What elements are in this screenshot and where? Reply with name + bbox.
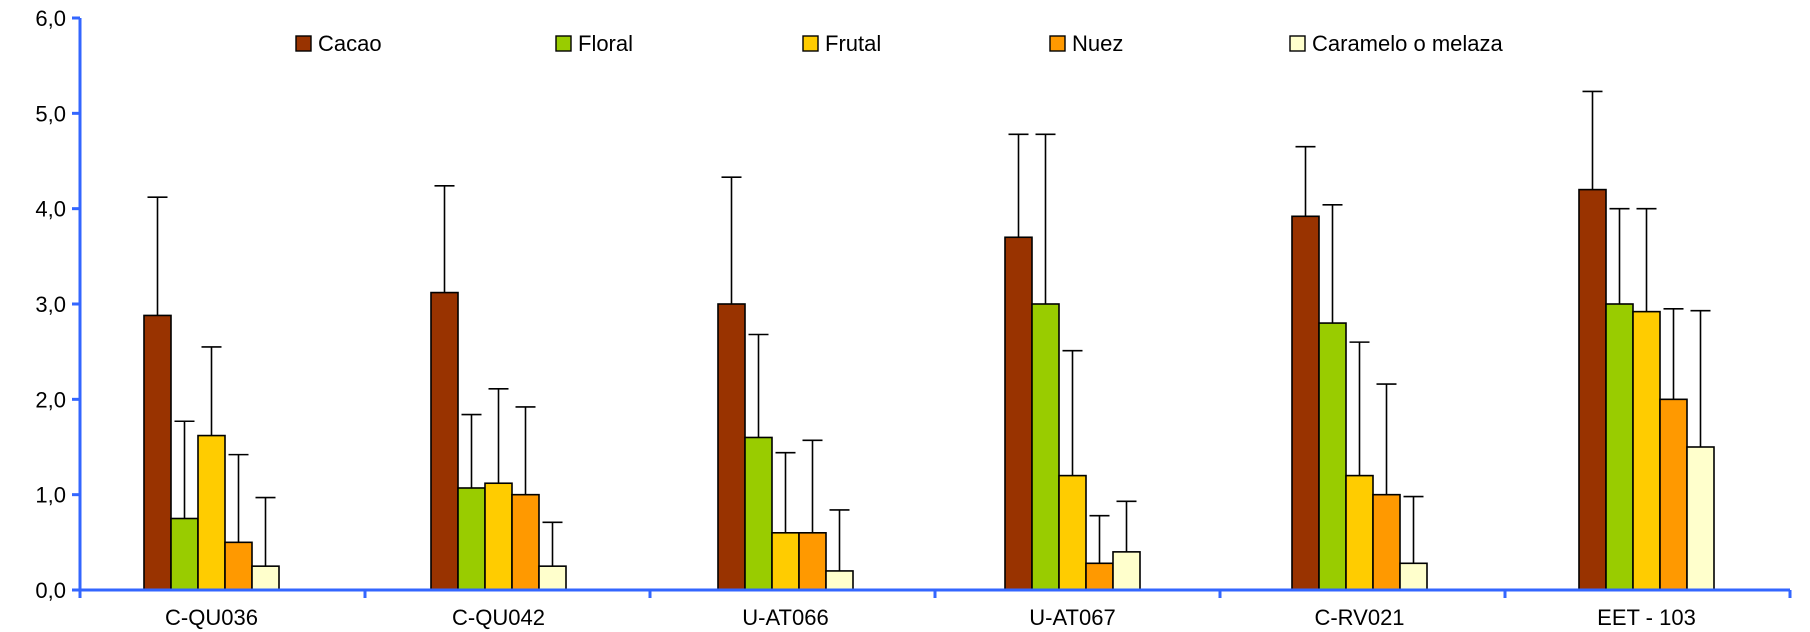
bar-floral-0 (170, 517, 199, 591)
legend-label-nuez: Nuez (1072, 31, 1123, 56)
y-tick-label: 4,0 (35, 197, 66, 222)
y-tick-label: 2,0 (35, 387, 66, 412)
y-tick-label: 3,0 (35, 292, 66, 317)
legend-label-floral: Floral (578, 31, 633, 56)
bar-nuez-5 (1659, 398, 1688, 591)
legend-label-frutal: Frutal (825, 31, 881, 56)
x-tick-label: U-AT066 (742, 605, 828, 630)
axes-layer: 0,0 1,0 2,0 3,0 4,0 5,0 6,0 C-QU036 C-QU042 U-AT0… (35, 6, 1792, 630)
y-tick-label: 6,0 (35, 6, 66, 31)
legend-swatch-nuez (1049, 35, 1066, 52)
legend-swatch-caramelo-o-melaza (1289, 35, 1306, 52)
x-tick-label: U-AT067 (1029, 605, 1115, 630)
bar-caramelo-o-melaza-0 (251, 565, 280, 591)
legend-swatch-floral (555, 35, 572, 52)
x-tick-label: EET - 103 (1597, 605, 1696, 630)
bar-frutal-0 (197, 434, 226, 591)
bar-cacao-5 (1578, 188, 1607, 591)
bar-frutal-1 (484, 482, 513, 591)
y-tick-label: 5,0 (35, 101, 66, 126)
legend-swatch-frutal (802, 35, 819, 52)
bar-floral-2 (744, 436, 773, 591)
y-tick-label: 1,0 (35, 483, 66, 508)
bar-floral-5 (1605, 303, 1634, 591)
bar-cacao-0 (143, 314, 172, 591)
legend-swatch-cacao (295, 35, 312, 52)
bar-cacao-4 (1291, 215, 1320, 591)
bar-frutal-3 (1058, 474, 1087, 591)
bar-frutal-5 (1632, 310, 1661, 591)
bar-floral-4 (1318, 322, 1347, 591)
bar-cacao-2 (717, 303, 746, 591)
bar-floral-3 (1031, 303, 1060, 591)
bar-caramelo-o-melaza-1 (538, 565, 567, 591)
bar-nuez-1 (511, 493, 540, 591)
bar-frutal-2 (771, 531, 800, 591)
bar-caramelo-o-melaza-5 (1686, 446, 1715, 591)
bar-caramelo-o-melaza-2 (825, 570, 854, 591)
bar-nuez-3 (1085, 562, 1114, 591)
bar-cacao-1 (430, 291, 459, 591)
y-tick-label: 0,0 (35, 578, 66, 603)
bar-floral-1 (457, 487, 486, 591)
x-tick-label: C-RV021 (1314, 605, 1404, 630)
bar-nuez-4 (1372, 493, 1401, 591)
bar-nuez-0 (224, 541, 253, 591)
legend: Cacao Floral Frutal Nuez Caramelo o melaza (295, 31, 1504, 56)
bar-caramelo-o-melaza-3 (1112, 551, 1141, 591)
bar-cacao-3 (1004, 236, 1033, 591)
x-tick-label: C-QU036 (165, 605, 258, 630)
bar-nuez-2 (798, 531, 827, 591)
bar-caramelo-o-melaza-4 (1399, 562, 1428, 591)
legend-label-cacao: Cacao (318, 31, 382, 56)
bars-layer (143, 90, 1715, 591)
bar-frutal-4 (1345, 474, 1374, 591)
legend-label-caramelo-o-melaza: Caramelo o melaza (1312, 31, 1504, 56)
x-tick-label: C-QU042 (452, 605, 545, 630)
